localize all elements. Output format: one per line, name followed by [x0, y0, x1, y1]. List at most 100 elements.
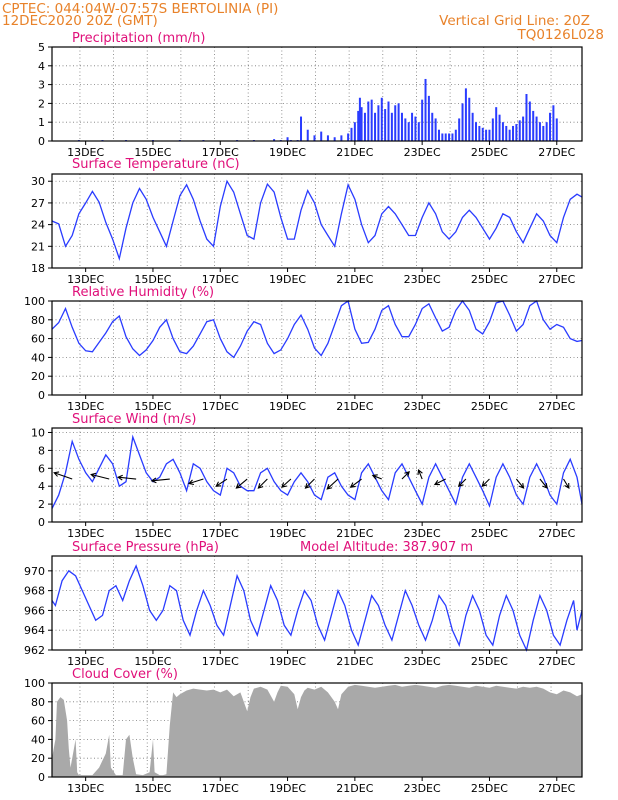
y-tick-label: 2: [38, 498, 45, 511]
y-tick-label: 10: [31, 426, 45, 439]
x-tick-label: 21DEC: [336, 527, 373, 540]
header-model: TQ0126L028: [516, 27, 604, 43]
precip-bar: [400, 112, 403, 141]
precip-bar: [397, 103, 400, 141]
precip-bar: [370, 99, 373, 141]
x-tick-label: 19DEC: [269, 400, 306, 413]
y-tick-label: 968: [24, 585, 45, 598]
precip-bar: [549, 112, 552, 141]
precip-bar: [518, 120, 521, 141]
series-line: [51, 299, 583, 359]
panel-4: 962 964 966 968 970 13DEC 15DEC 17DEC 19DEC 21DEC…: [24, 540, 583, 668]
x-tick-label: 19DEC: [269, 146, 306, 159]
precip-bar: [326, 135, 329, 141]
precip-bar: [417, 122, 420, 141]
precip-bar: [552, 105, 555, 141]
x-tick-label: 27DEC: [538, 782, 575, 795]
precip-bar: [525, 94, 528, 141]
panel-title: Surface Pressure (hPa): [72, 540, 219, 555]
precip-bar: [451, 133, 454, 141]
y-tick-label: 6: [38, 462, 45, 475]
y-tick-label: 970: [24, 565, 45, 578]
precip-bar: [353, 122, 356, 141]
wind-arrow: [539, 478, 548, 489]
y-tick-label: 5: [38, 41, 45, 54]
panel-frame: [51, 300, 583, 396]
y-tick-label: 40: [31, 351, 45, 364]
precip-bar: [390, 112, 393, 141]
precip-bar: [454, 129, 457, 141]
precip-bar: [545, 122, 548, 141]
precip-bar: [555, 118, 558, 141]
precip-bar: [478, 125, 481, 141]
x-tick-label: 25DEC: [471, 782, 508, 795]
precip-bar: [448, 133, 451, 141]
y-tick-label: 80: [31, 696, 45, 709]
wind-arrow: [215, 478, 228, 487]
precip-bar: [501, 122, 504, 141]
precip-bar: [485, 129, 488, 141]
precip-bar: [350, 127, 353, 141]
precip-bar: [535, 116, 538, 141]
x-tick-label: 13DEC: [67, 655, 104, 668]
precip-bar: [414, 116, 417, 141]
precip-bar: [367, 101, 370, 141]
wind-arrow: [187, 478, 204, 486]
precip-bar: [512, 125, 515, 141]
x-tick-label: 27DEC: [538, 527, 575, 540]
panel-frame: [51, 46, 583, 142]
y-tick-label: 0: [38, 771, 45, 784]
precip-bar: [488, 129, 491, 141]
x-tick-label: 23DEC: [404, 273, 441, 286]
panel-title: Surface Wind (m/s): [72, 412, 196, 427]
precip-bar: [333, 137, 336, 141]
wind-arrow: [371, 474, 382, 480]
x-tick-label: 23DEC: [404, 782, 441, 795]
header-grid-note: Vertical Grid Line: 20Z: [439, 13, 590, 29]
y-tick-label: 966: [24, 604, 45, 617]
precip-bar: [528, 101, 531, 141]
wind-arrow: [304, 478, 315, 489]
precip-bar: [464, 88, 467, 141]
precip-bar: [306, 129, 309, 141]
y-tick-label: 100: [24, 677, 45, 690]
wind-arrow: [417, 468, 423, 480]
wind-arrow: [515, 478, 525, 489]
precip-bar: [431, 112, 434, 141]
header-datetime: 12DEC2020 20Z (GMT): [2, 13, 158, 29]
x-tick-label: 21DEC: [336, 146, 373, 159]
precip-bar: [538, 122, 541, 141]
wind-arrow: [349, 478, 362, 488]
precip-bar: [434, 118, 437, 141]
precip-bar: [411, 112, 414, 141]
x-tick-label: 17DEC: [202, 400, 239, 413]
precip-bar: [468, 97, 471, 141]
y-tick-label: 964: [24, 624, 45, 637]
precip-bar: [300, 116, 303, 141]
precip-bar: [444, 133, 447, 141]
precip-bar: [313, 135, 316, 141]
y-tick-label: 100: [24, 295, 45, 308]
panel-annotation: Model Altitude: 387.907 m: [300, 540, 473, 555]
wind-arrow: [53, 471, 73, 480]
x-tick-label: 25DEC: [471, 400, 508, 413]
wind-arrow: [433, 478, 446, 486]
precip-bar: [508, 129, 511, 141]
precip-bar: [360, 107, 363, 141]
precip-bar: [498, 114, 501, 141]
precip-bar: [421, 99, 424, 141]
precip-bar: [380, 97, 383, 141]
x-tick-label: 27DEC: [538, 146, 575, 159]
precip-bar: [357, 110, 360, 141]
precip-bar: [495, 107, 498, 141]
precip-bar: [340, 135, 343, 141]
panel-title: Relative Humidity (%): [72, 285, 214, 300]
x-tick-label: 19DEC: [269, 273, 306, 286]
wind-arrow: [563, 478, 570, 490]
precip-bar: [394, 105, 397, 141]
y-tick-label: 27: [31, 197, 45, 210]
x-tick-label: 23DEC: [404, 400, 441, 413]
precip-bar: [347, 133, 350, 141]
panel-2: 0 20 40 60 80 100 13DEC 15DEC 17DEC 19DEC 21DEC 23D…: [24, 285, 583, 413]
wind-arrow: [257, 478, 268, 489]
